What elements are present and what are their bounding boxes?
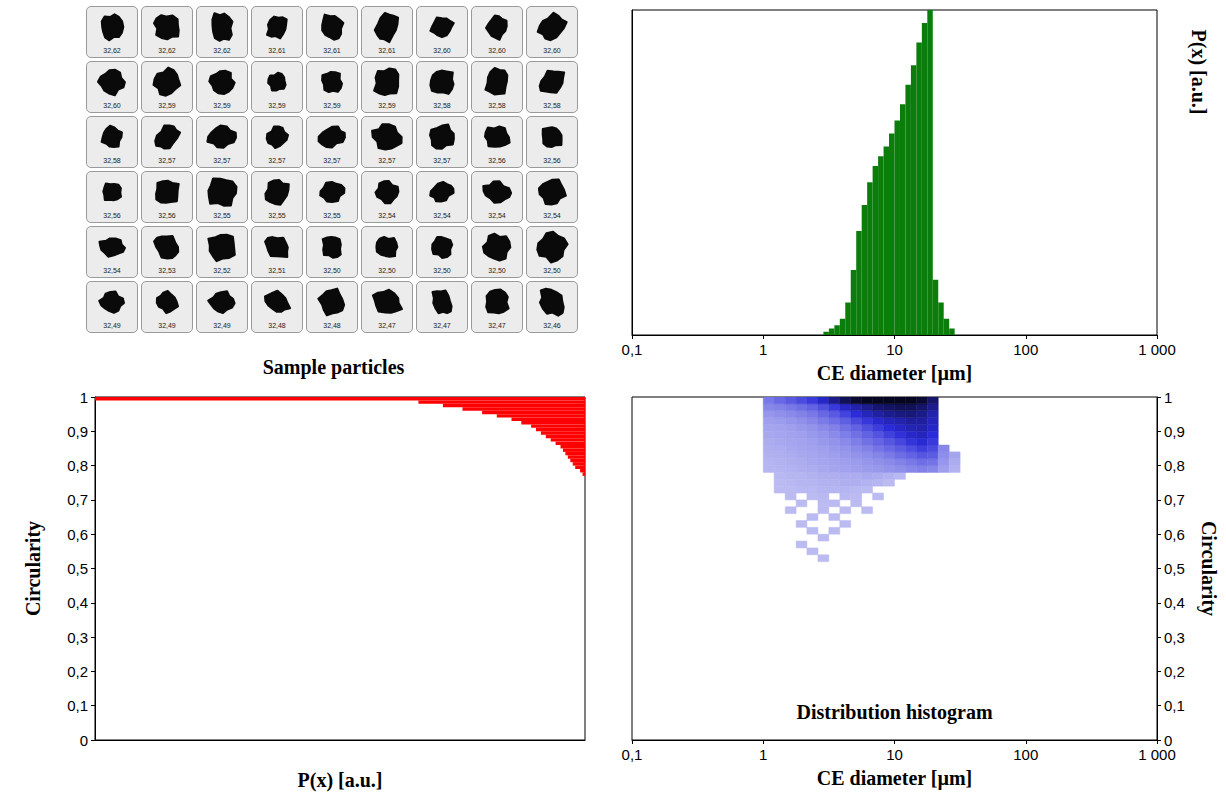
html-text:32,51: 32,51 — [268, 267, 286, 274]
html-text:32,50: 32,50 — [433, 267, 451, 274]
svg-text:Distribution histogram: Distribution histogram — [796, 701, 992, 724]
html-text:32,48: 32,48 — [268, 322, 286, 329]
html-text:32,61: 32,61 — [323, 47, 341, 54]
svg-text:100: 100 — [1013, 341, 1038, 358]
html-text:32,53: 32,53 — [158, 267, 176, 274]
html-text:32,47: 32,47 — [488, 322, 506, 329]
svg-text:0,2: 0,2 — [1164, 663, 1185, 680]
html-text:32,59: 32,59 — [378, 102, 396, 109]
html-text:32,62: 32,62 — [103, 47, 121, 54]
html-text:32,57: 32,57 — [323, 157, 341, 164]
html-text:32,55: 32,55 — [268, 212, 286, 219]
html-text:32,55: 32,55 — [323, 212, 341, 219]
svg-text:0,5: 0,5 — [67, 560, 88, 577]
svg-text:P(x) [a.u.]: P(x) [a.u.] — [298, 769, 383, 792]
html-text:32,61: 32,61 — [268, 47, 286, 54]
svg-text:0,7: 0,7 — [67, 491, 88, 508]
svg-text:10: 10 — [886, 746, 903, 763]
svg-text:0,9: 0,9 — [67, 423, 88, 440]
html-text:32,52: 32,52 — [213, 267, 231, 274]
svg-text:CE diameter [µm]: CE diameter [µm] — [817, 362, 973, 385]
svg-text:0,4: 0,4 — [67, 594, 88, 611]
html-text:32,58: 32,58 — [103, 157, 121, 164]
html-text:32,56: 32,56 — [543, 157, 561, 164]
html-text:32,56: 32,56 — [488, 157, 506, 164]
html-text:32,60: 32,60 — [103, 102, 121, 109]
html-text:32,48: 32,48 — [323, 322, 341, 329]
html-text:Sample particles: Sample particles — [262, 356, 405, 378]
html-text:32,59: 32,59 — [213, 102, 231, 109]
svg-text:0,7: 0,7 — [1164, 491, 1185, 508]
svg-text:1 000: 1 000 — [1138, 746, 1176, 763]
svg-text:0,4: 0,4 — [1164, 594, 1185, 611]
svg-text:1: 1 — [80, 389, 88, 406]
html-text:32,47: 32,47 — [378, 322, 396, 329]
html-text:32,50: 32,50 — [323, 267, 341, 274]
svg-text:0,3: 0,3 — [67, 629, 88, 646]
html-text:32,59: 32,59 — [323, 102, 341, 109]
svg-text:1: 1 — [759, 746, 767, 763]
html-text:32,54: 32,54 — [103, 267, 121, 274]
svg-text:0: 0 — [80, 732, 88, 749]
html-text:32,58: 32,58 — [488, 102, 506, 109]
svg-text:0,8: 0,8 — [1164, 457, 1185, 474]
html-text:32,57: 32,57 — [433, 157, 451, 164]
svg-text:1 000: 1 000 — [1138, 341, 1176, 358]
svg-text:0,6: 0,6 — [1164, 526, 1185, 543]
svg-text:0,1: 0,1 — [622, 746, 643, 763]
svg-text:0,1: 0,1 — [622, 341, 643, 358]
html-text:32,57: 32,57 — [378, 157, 396, 164]
html-text:32,58: 32,58 — [433, 102, 451, 109]
svg-text:Circularity: Circularity — [22, 521, 45, 616]
svg-text:P(x) [a.u.]: P(x) [a.u.] — [1187, 30, 1210, 115]
svg-text:0,6: 0,6 — [67, 526, 88, 543]
svg-text:0,5: 0,5 — [1164, 560, 1185, 577]
svg-text:0,2: 0,2 — [67, 663, 88, 680]
html-text:32,54: 32,54 — [488, 212, 506, 219]
html-text:32,50: 32,50 — [543, 267, 561, 274]
svg-text:Circularity: Circularity — [1197, 521, 1220, 616]
svg-text:100: 100 — [1013, 746, 1038, 763]
svg-text:0,1: 0,1 — [67, 697, 88, 714]
html-text:32,54: 32,54 — [543, 212, 561, 219]
html-text:32,57: 32,57 — [158, 157, 176, 164]
html-text:32,46: 32,46 — [543, 322, 561, 329]
html-text:32,57: 32,57 — [268, 157, 286, 164]
svg-text:0: 0 — [1164, 731, 1173, 749]
svg-text:CE diameter [µm]: CE diameter [µm] — [817, 767, 973, 790]
html-text:32,59: 32,59 — [268, 102, 286, 109]
svg-text:10: 10 — [886, 341, 903, 358]
html-text:32,49: 32,49 — [158, 322, 176, 329]
html-text:32,57: 32,57 — [213, 157, 231, 164]
html-text:32,58: 32,58 — [543, 102, 561, 109]
html-text:32,49: 32,49 — [103, 322, 121, 329]
html-text:32,60: 32,60 — [488, 47, 506, 54]
html-text:32,62: 32,62 — [158, 47, 176, 54]
html-text:32,49: 32,49 — [213, 322, 231, 329]
html-text:32,61: 32,61 — [378, 47, 396, 54]
svg-text:0,8: 0,8 — [67, 457, 88, 474]
html-text:32,55: 32,55 — [213, 212, 231, 219]
html-text:32,54: 32,54 — [378, 212, 396, 219]
html-text:32,59: 32,59 — [158, 102, 176, 109]
html-text:32,47: 32,47 — [433, 322, 451, 329]
svg-text:1: 1 — [759, 341, 767, 358]
html-text:32,60: 32,60 — [543, 47, 561, 54]
html-text:32,56: 32,56 — [158, 212, 176, 219]
html-text:32,54: 32,54 — [433, 212, 451, 219]
html-text:32,56: 32,56 — [103, 212, 121, 219]
html-text:32,50: 32,50 — [378, 267, 396, 274]
html-text:32,60: 32,60 — [433, 47, 451, 54]
svg-text:0,9: 0,9 — [1164, 423, 1185, 440]
svg-text:0,3: 0,3 — [1164, 629, 1185, 646]
html-text:32,62: 32,62 — [213, 47, 231, 54]
svg-text:0,1: 0,1 — [1164, 697, 1185, 714]
html-text:32,50: 32,50 — [488, 267, 506, 274]
svg-text:1: 1 — [1164, 389, 1172, 406]
